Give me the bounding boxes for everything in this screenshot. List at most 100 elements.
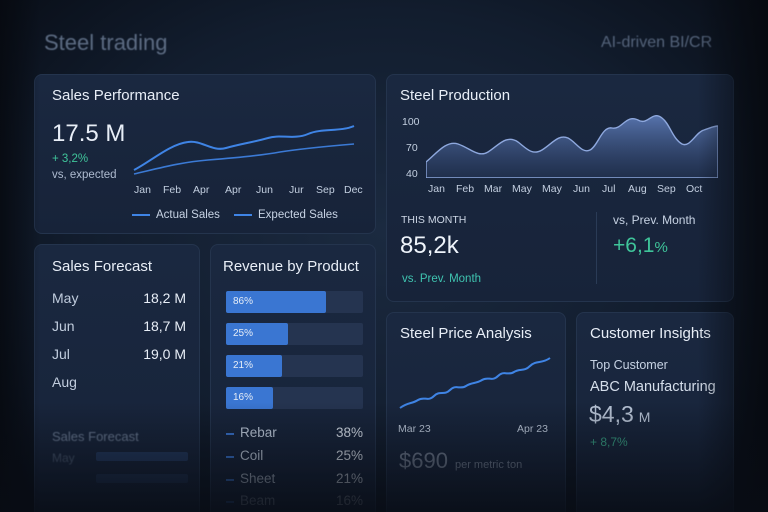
customer-value-unit: M — [638, 409, 651, 425]
steel-production-chart — [426, 115, 718, 178]
stat-divider — [596, 212, 597, 284]
sales-forecast-ghost-title: Sales Forecast — [52, 429, 139, 444]
revenue-bar-label: 16% — [233, 392, 254, 403]
sprod-month-label: Jun — [573, 183, 590, 195]
prev-month-change: +6,1% — [613, 234, 668, 258]
sprod-month-label: Mar — [484, 183, 503, 195]
product-pct: 38% — [335, 425, 363, 440]
sprod-month-label: Jul — [602, 183, 616, 195]
app-subtitle: AI-driven BI/CR — [601, 34, 713, 51]
prev-month-label: vs, Prev. Month — [613, 213, 696, 227]
product-marker — [226, 456, 234, 458]
revenue-bar[interactable]: 25% — [226, 323, 363, 345]
sales-performance-change-caption: vs, expected — [52, 169, 117, 181]
revenue-bar-label: 25% — [233, 328, 254, 339]
sprod-y-tick: 100 — [402, 116, 420, 128]
customer-value: $4,3 M — [589, 401, 650, 428]
customer-change: + 8,7% — [590, 435, 628, 449]
sprod-month-label: Aug — [628, 183, 647, 195]
customer-value-amount: $4,3 — [589, 401, 634, 427]
forecast-value: 18,7 M — [143, 318, 186, 334]
product-pct: 16% — [335, 493, 363, 508]
revenue-bar-fill — [226, 323, 288, 345]
sprod-month-label: May — [512, 183, 532, 195]
product-name: Coil — [240, 448, 264, 463]
forecast-month: Jul — [52, 346, 70, 362]
top-customer-name: ABC Manufacturing — [590, 379, 716, 395]
revenue-bar[interactable]: 16% — [226, 387, 363, 409]
sprod-month-label: Sep — [657, 183, 676, 195]
steel-production-card[interactable] — [386, 74, 734, 302]
sprod-month-label: Oct — [686, 183, 703, 195]
legend-expected-sales[interactable]: Expected Sales — [234, 209, 338, 221]
sp-month-label: Feb — [163, 184, 182, 196]
sales-performance-title: Sales Performance — [52, 87, 180, 104]
product-marker — [226, 479, 234, 481]
product-name: Beam — [240, 493, 276, 508]
prev-month-change-value: +6,1 — [613, 234, 655, 257]
this-month-label: THIS MONTH — [401, 214, 467, 226]
forecast-month: Aug — [52, 374, 77, 390]
sales-performance-change: + 3,2% — [52, 153, 89, 165]
prev-month-change-unit: % — [654, 239, 668, 256]
steel-price-chart — [399, 357, 551, 409]
sprod-month-label: May — [542, 183, 562, 195]
price-unit: per metric ton — [454, 459, 523, 471]
sp-month-label: Dec — [344, 184, 363, 196]
price-amount: $690 — [399, 448, 448, 473]
sales-performance-chart — [133, 125, 355, 175]
legend-actual-label: Actual Sales — [156, 209, 220, 221]
forecast-value: 19,0 M — [143, 346, 186, 362]
sales-forecast-title: Sales Forecast — [52, 258, 153, 275]
product-pct: 21% — [335, 471, 363, 486]
sp-month-label: Jur — [289, 184, 304, 196]
price-start-label: Mar 23 — [398, 423, 431, 435]
revenue-bar-fill — [226, 291, 326, 313]
revenue-bar-fill — [226, 355, 283, 377]
sales-forecast-ghost-bar — [96, 474, 188, 483]
revenue-bar-label: 21% — [233, 360, 254, 371]
sprod-y-tick: 40 — [406, 168, 418, 180]
sp-month-label: Apr — [225, 184, 242, 196]
legend-expected-label: Expected Sales — [258, 209, 338, 221]
app-title: Steel trading — [44, 30, 168, 55]
product-name: Sheet — [240, 471, 276, 486]
forecast-value: 18,2 M — [143, 290, 186, 306]
steel-price-title: Steel Price Analysis — [400, 325, 532, 342]
sales-forecast-ghost-month: May — [52, 451, 75, 465]
revenue-bar-label: 86% — [233, 296, 254, 307]
expected-sales-line — [133, 143, 355, 175]
top-customer-label: Top Customer — [590, 358, 668, 372]
steel-production-title: Steel Production — [400, 87, 511, 104]
sp-month-label: Jan — [134, 184, 151, 196]
sprod-month-label: Feb — [456, 183, 475, 195]
product-marker — [226, 501, 234, 503]
legend-swatch — [132, 213, 150, 216]
product-marker — [226, 433, 234, 435]
sp-month-label: Sep — [316, 184, 335, 196]
product-name: Rebar — [240, 425, 277, 440]
sales-forecast-ghost-bar — [96, 452, 188, 461]
this-month-value: 85,2k — [400, 232, 459, 259]
sales-performance-card[interactable] — [34, 74, 376, 234]
price-end-label: Apr 23 — [517, 423, 548, 435]
revenue-by-product-title: Revenue by Product — [223, 258, 359, 275]
sp-month-label: Jun — [256, 184, 273, 196]
customer-insights-title: Customer Insights — [590, 325, 711, 342]
sp-month-label: Apr — [193, 184, 210, 196]
legend-swatch — [234, 213, 252, 216]
sales-performance-value: 17.5 M — [52, 120, 126, 147]
revenue-bar[interactable]: 21% — [226, 355, 363, 377]
forecast-month: May — [52, 290, 79, 306]
this-month-caption: vs. Prev. Month — [402, 273, 482, 285]
steel-price-value: $690 per metric ton — [399, 448, 522, 474]
legend-actual-sales[interactable]: Actual Sales — [132, 209, 220, 221]
forecast-month: Jun — [52, 318, 75, 334]
price-line — [399, 357, 551, 409]
sprod-y-tick: 70 — [406, 142, 418, 154]
production-area — [426, 115, 718, 178]
sprod-month-label: Jan — [428, 183, 445, 195]
actual-sales-line — [133, 125, 355, 171]
revenue-bar[interactable]: 86% — [226, 291, 363, 313]
product-pct: 25% — [335, 448, 363, 463]
